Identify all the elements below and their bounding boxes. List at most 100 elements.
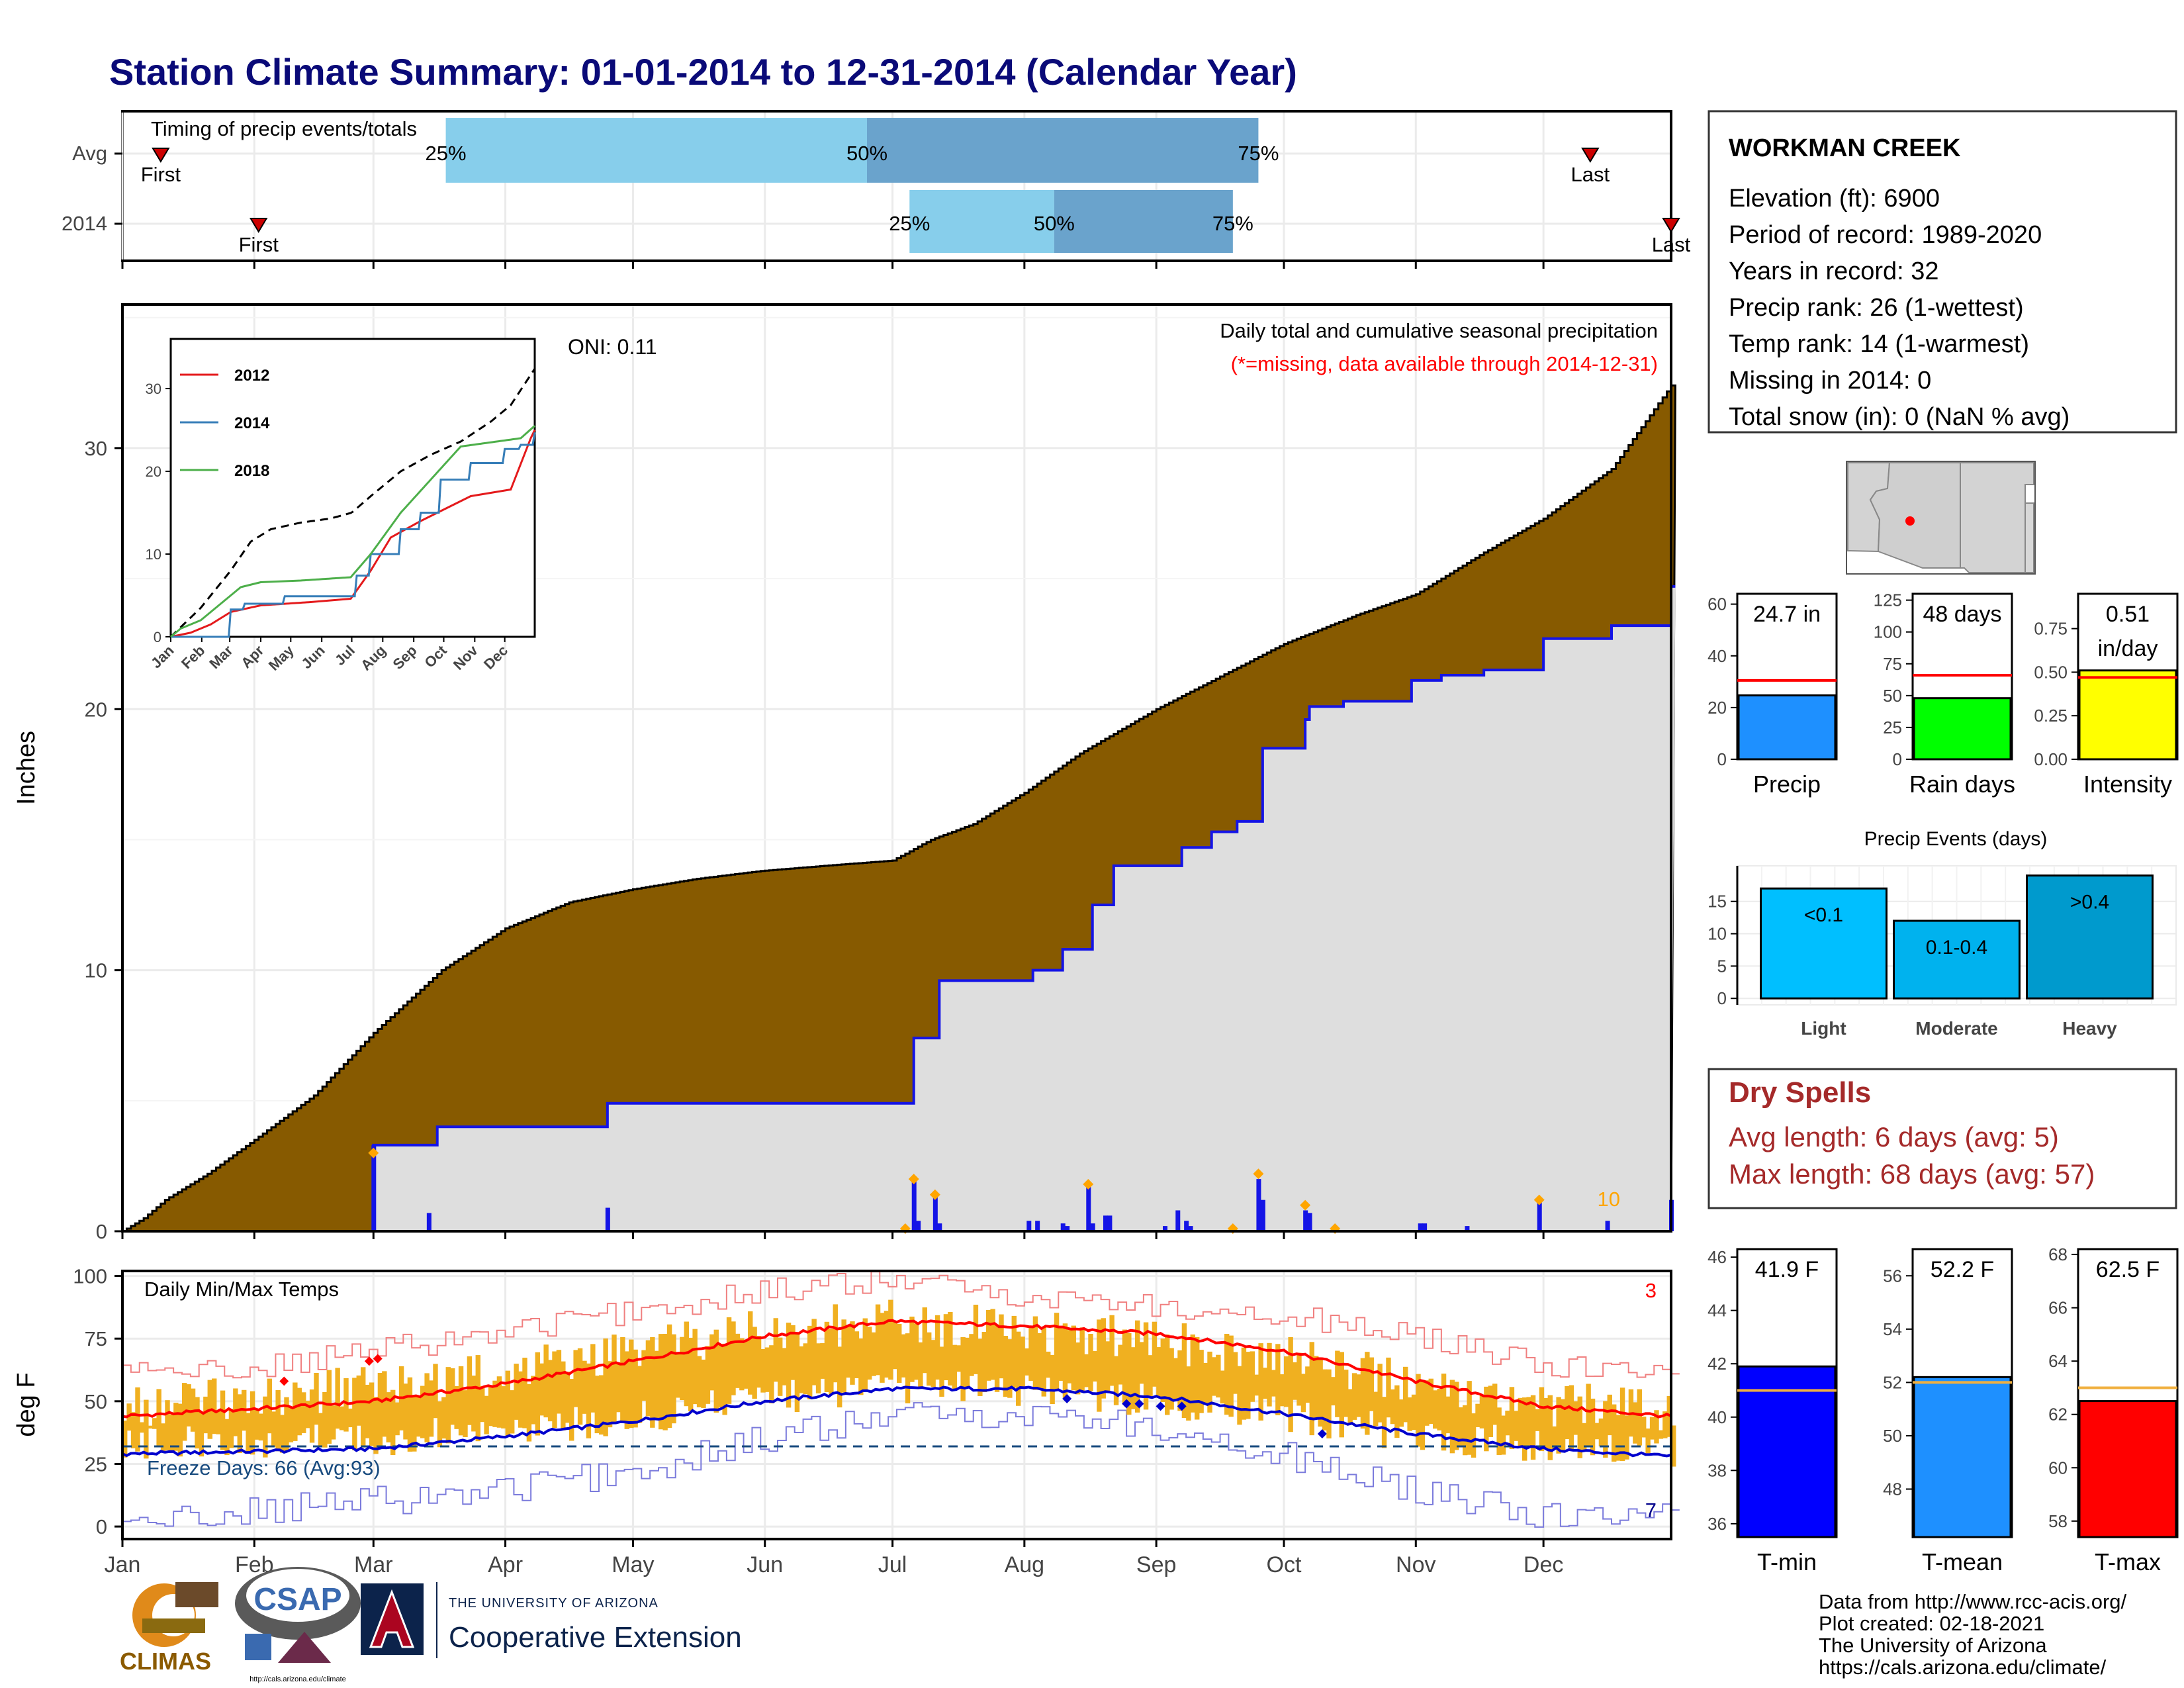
temp-day-bar (799, 1346, 804, 1393)
temp-day-bar (539, 1363, 545, 1416)
temp-day-bar (718, 1344, 723, 1408)
summary-bar-value (1737, 694, 1837, 761)
events-xtick: Moderate (1915, 1018, 1997, 1039)
temp-day-bar (144, 1399, 149, 1459)
temp-day-bar (880, 1313, 885, 1383)
temp-day-bar (335, 1368, 340, 1429)
temp-day-bar (1530, 1395, 1536, 1460)
hot-days-count: 3 (1645, 1279, 1657, 1302)
timing-row-avg-label: Avg (72, 142, 107, 165)
temp-day-bar (1195, 1337, 1200, 1420)
temp-record-marker (1156, 1401, 1165, 1411)
temp-day-bar (492, 1380, 498, 1427)
freeze-days: Freeze Days: 66 (Avg:93) (147, 1456, 381, 1479)
temp-day-bar (1424, 1380, 1430, 1426)
inset-legend-label-2014: 2014 (234, 414, 270, 432)
events-ytick: 5 (1717, 956, 1727, 976)
temp-day-bar (1624, 1415, 1629, 1460)
daily-max-marker (1300, 1199, 1311, 1211)
temp-day-bar (1046, 1351, 1051, 1378)
temp-day-bar (1062, 1323, 1068, 1398)
csap-logo: CSAP http://cals.arizona.edu/climate (235, 1567, 361, 1683)
temp-day-bar (867, 1327, 872, 1380)
temp-day-bar (1314, 1356, 1319, 1419)
footer-plot-created: Plot created: 02-18-2021 (1819, 1612, 2044, 1635)
temp-day-bar (1139, 1342, 1144, 1384)
temp-ylabel: deg F (13, 1372, 40, 1436)
daily-temp-bars (122, 1299, 1676, 1467)
summary-ytick: 64 (2048, 1351, 2068, 1371)
daily-precip-bar (426, 1213, 432, 1231)
temp-day-bar (284, 1397, 289, 1452)
temp-day-bar (254, 1410, 259, 1440)
temp-day-bar (1028, 1327, 1034, 1381)
daily-max-marker (1533, 1194, 1545, 1205)
temp-day-bar (467, 1356, 473, 1425)
inset-ytick: 0 (154, 629, 161, 645)
temp-day-bar (484, 1395, 489, 1434)
temp-day-bar (347, 1408, 353, 1428)
temp-day-bar (199, 1413, 205, 1457)
temp-day-bar (1088, 1333, 1093, 1391)
main-ylabel: Inches (13, 731, 40, 805)
temp-day-bar (505, 1370, 510, 1437)
temp-day-bar (986, 1309, 991, 1381)
temp-day-bar (743, 1340, 749, 1389)
inset-ytick: 20 (146, 463, 161, 480)
timing-panel: Timing of precip events/totals Avg 2014 … (62, 110, 1691, 269)
temp-day-bar (624, 1351, 629, 1429)
timing-label-75-Avg: 75% (1238, 142, 1279, 165)
temp-day-bar (1199, 1350, 1204, 1413)
temp-day-bar (964, 1337, 970, 1387)
temp-day-bar (428, 1380, 434, 1437)
summary-value-label: 41.9 F (1755, 1257, 1819, 1282)
inset-legend-label-2018: 2018 (234, 462, 269, 480)
temp-day-bar (1267, 1342, 1272, 1407)
temp-day-bar (1330, 1377, 1336, 1406)
summary-ytick: 60 (1707, 594, 1727, 614)
temp-day-bar (599, 1375, 604, 1435)
temp-day-bar (696, 1356, 702, 1407)
temp-day-bar (1232, 1352, 1238, 1394)
temp-day-bar (837, 1346, 842, 1408)
temp-day-bar (122, 1420, 128, 1458)
summary-ytick: 0.00 (2034, 749, 2068, 769)
temp-day-bar (556, 1350, 562, 1414)
daily-precip-bar (1103, 1215, 1108, 1231)
ua-logo: THE UNIVERSITY OF ARIZONA Cooperative Ex… (361, 1582, 742, 1658)
temp-day-bar (543, 1344, 549, 1418)
summary-value-label: 62.5 F (2096, 1257, 2160, 1282)
temp-day-bar (820, 1343, 825, 1379)
temp-day-bar (1326, 1369, 1332, 1438)
temp-record-marker (1122, 1399, 1132, 1409)
temp-day-bar (203, 1396, 208, 1434)
timing-marker-first-Avg (152, 148, 170, 163)
temp-day-bar (577, 1348, 583, 1425)
temp-day-bar (1003, 1335, 1009, 1397)
main-ytick: 10 (85, 959, 107, 982)
temp-day-bar (561, 1361, 566, 1430)
temp-day-bar (130, 1412, 136, 1448)
footer-data-source: Data from http://www.rcc-acis.org/ (1819, 1590, 2127, 1613)
temp-day-bar (1633, 1402, 1638, 1444)
main-ytick: 30 (85, 437, 107, 460)
summary-title: Precip (1753, 771, 1821, 798)
temp-day-bar (586, 1363, 592, 1438)
summary-ytick: 20 (1707, 698, 1727, 718)
temp-day-bar (565, 1372, 570, 1423)
temp-day-bar (480, 1385, 485, 1423)
summary-ytick: 0 (1893, 749, 1902, 769)
temp-day-bar (326, 1370, 332, 1444)
timing-label-25-Avg: 25% (426, 142, 467, 165)
events-ytick: 10 (1707, 924, 1727, 944)
temp-day-bar (352, 1378, 357, 1450)
temp-day-bar (1577, 1396, 1582, 1458)
timing-label: Timing of precip events/totals (151, 117, 417, 140)
temp-xtick-Dec: Dec (1524, 1552, 1563, 1577)
temp-day-bar (237, 1394, 242, 1454)
temp-day-bar (594, 1376, 600, 1434)
temp-day-bar (650, 1336, 655, 1428)
inset-ytick: 10 (146, 546, 161, 563)
